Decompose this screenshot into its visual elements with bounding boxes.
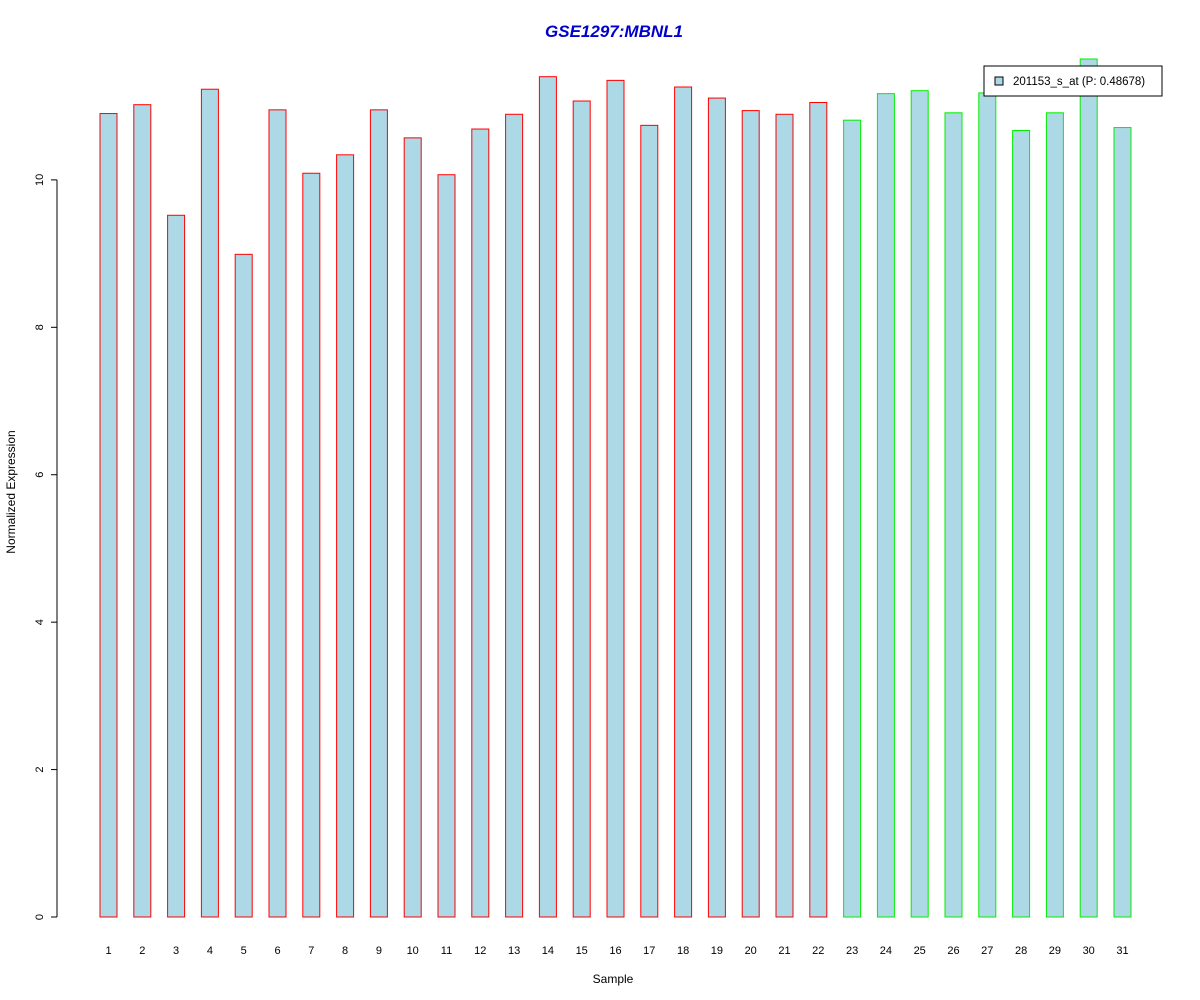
x-tick-label: 30 [1083, 945, 1095, 957]
x-tick-label: 29 [1049, 945, 1061, 957]
x-tick-label: 12 [474, 945, 486, 957]
bar-sample-3 [167, 214, 186, 918]
bar-sample-13 [505, 113, 524, 918]
bar-sample-17 [640, 124, 659, 918]
x-tick-label: 5 [241, 945, 247, 957]
x-tick-labels: 1 2 3 4 5 6 7 8 9 10 11 12 13 14 15 16 17 18 19 20 21 22 23 24 2… [105, 945, 1128, 957]
x-tick-label: 6 [274, 945, 280, 957]
bar-sample-15 [572, 100, 591, 918]
bar-sample-9 [369, 109, 388, 918]
bar-sample-23 [843, 119, 862, 918]
x-axis-label: Sample [593, 972, 634, 986]
x-tick-label: 23 [846, 945, 858, 957]
x-tick-label: 9 [376, 945, 382, 957]
bar-sample-4 [200, 88, 219, 918]
bar-sample-8 [336, 154, 355, 918]
x-tick-label: 24 [880, 945, 892, 957]
x-tick-label: 7 [308, 945, 314, 957]
x-tick-label: 31 [1116, 945, 1128, 957]
bar-sample-22 [809, 101, 828, 918]
x-tick-label: 11 [441, 945, 452, 957]
bar-sample-24 [876, 93, 895, 918]
bar-sample-29 [1045, 112, 1064, 918]
x-tick-label: 2 [139, 945, 145, 957]
bar-sample-16 [606, 79, 625, 918]
bar-sample-10 [403, 137, 422, 918]
bar-sample-5 [234, 253, 253, 918]
legend-label: 201153_s_at (P: 0.48678) [1013, 76, 1145, 88]
x-tick-label: 21 [778, 945, 790, 957]
x-tick-label: 14 [542, 945, 554, 957]
bar-sample-26 [944, 112, 963, 918]
x-tick-label: 1 [105, 945, 111, 957]
x-tick-label: 25 [914, 945, 926, 957]
y-tick-label: 6 [34, 472, 46, 478]
y-axis: 0 2 4 6 8 10 [34, 174, 58, 920]
x-tick-label: 26 [947, 945, 959, 957]
x-tick-label: 8 [342, 945, 348, 957]
x-tick-label: 20 [745, 945, 757, 957]
y-axis-label: Normalized Expression [4, 430, 18, 553]
bar-sample-28 [1012, 130, 1031, 918]
x-tick-label: 10 [407, 945, 419, 957]
bars [99, 58, 1132, 918]
bar-sample-7 [302, 172, 321, 918]
x-tick-label: 17 [643, 945, 655, 957]
bar-sample-21 [775, 113, 794, 918]
bar-sample-18 [674, 86, 693, 918]
bar-sample-1 [99, 113, 118, 918]
x-tick-label: 16 [609, 945, 621, 957]
x-tick-label: 27 [981, 945, 993, 957]
x-tick-label: 18 [677, 945, 689, 957]
bar-sample-11 [437, 174, 456, 918]
bar-sample-27 [978, 92, 997, 918]
x-tick-label: 3 [173, 945, 179, 957]
x-tick-label: 13 [508, 945, 520, 957]
x-tick-label: 15 [576, 945, 588, 957]
bar-sample-31 [1113, 127, 1132, 918]
bar-sample-2 [133, 104, 152, 918]
bar-sample-25 [910, 90, 929, 918]
legend: 201153_s_at (P: 0.48678) [983, 65, 1163, 97]
bar-sample-6 [268, 109, 287, 918]
legend-box [983, 65, 1163, 97]
bar-sample-12 [471, 128, 490, 918]
chart-title: GSE1297:MBNL1 [545, 22, 683, 41]
y-tick-label: 4 [34, 619, 46, 625]
x-tick-label: 4 [207, 945, 213, 957]
legend-swatch [994, 76, 1004, 86]
y-tick-label: 10 [34, 174, 46, 186]
bar-sample-19 [707, 97, 726, 918]
x-tick-label: 19 [711, 945, 723, 957]
y-tick-label: 0 [34, 914, 46, 920]
y-tick-label: 2 [34, 767, 46, 773]
y-tick-label: 8 [34, 324, 46, 330]
bar-sample-30 [1079, 58, 1098, 918]
x-tick-label: 22 [812, 945, 824, 957]
x-tick-label: 28 [1015, 945, 1027, 957]
bar-sample-20 [741, 110, 760, 918]
bar-sample-14 [538, 76, 557, 918]
